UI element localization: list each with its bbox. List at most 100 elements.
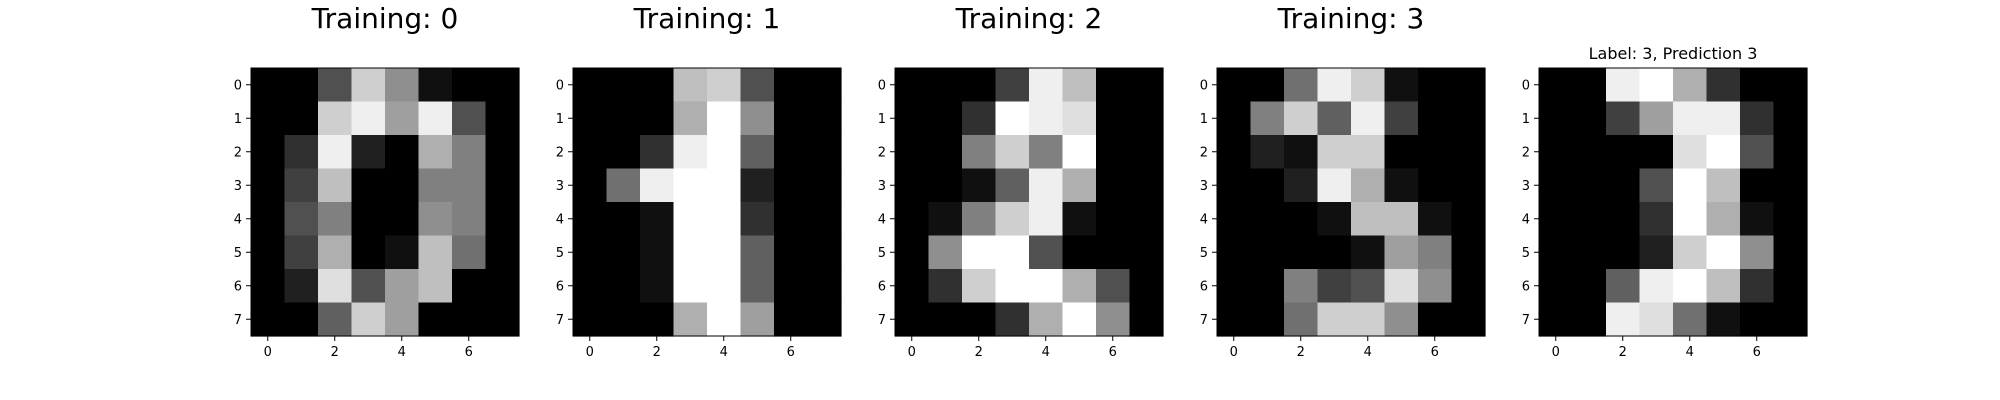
pixel-cell: [284, 202, 319, 237]
pixel-cell: [1129, 202, 1164, 237]
pixel-cell: [1418, 269, 1453, 304]
pixel-cell: [1539, 235, 1574, 270]
pixel-cell: [1351, 302, 1386, 337]
pixel-cell: [1740, 135, 1775, 170]
pixel-cell: [1673, 101, 1708, 136]
pixel-cell: [251, 101, 286, 136]
panel-title: Label: 3, Prediction 3: [1589, 44, 1758, 63]
x-tick-label: 4: [1364, 345, 1372, 360]
pixel-cell: [1539, 269, 1574, 304]
pixel-cell: [418, 101, 453, 136]
y-tick-label: 6: [1522, 279, 1530, 294]
pixel-cell: [895, 202, 930, 237]
pixel-cell: [1418, 235, 1453, 270]
pixel-cell: [1384, 235, 1419, 270]
pixel-cell: [1284, 135, 1319, 170]
x-tick-label: 2: [1619, 345, 1627, 360]
x-tick-label: 4: [1686, 345, 1694, 360]
y-tick-label: 0: [878, 78, 886, 93]
pixel-cell: [1418, 68, 1453, 103]
y-tick-label: 1: [556, 112, 564, 127]
pixel-cell: [284, 302, 319, 337]
pixel-cell: [640, 202, 675, 237]
y-tick-label: 2: [1200, 145, 1208, 160]
pixel-cell: [1740, 235, 1775, 270]
pixel-cell: [1451, 302, 1486, 337]
pixel-cell: [1062, 235, 1097, 270]
pixel-cell: [1029, 68, 1064, 103]
pixel-cell: [351, 269, 386, 304]
pixel-cell: [1572, 135, 1607, 170]
pixel-cell: [673, 202, 708, 237]
pixel-cell: [1673, 135, 1708, 170]
y-tick-label: 7: [234, 313, 242, 328]
pixel-cell: [351, 135, 386, 170]
pixel-cell: [1029, 168, 1064, 203]
pixel-cell: [251, 135, 286, 170]
pixel-cell: [485, 168, 520, 203]
pixel-cell: [1029, 101, 1064, 136]
pixel-cell: [807, 235, 842, 270]
pixel-cell: [1062, 202, 1097, 237]
x-tick-label: 6: [1753, 345, 1761, 360]
x-tick-label: 0: [1230, 345, 1238, 360]
y-tick-label: 5: [1200, 246, 1208, 261]
pixel-cell: [1317, 302, 1352, 337]
pixel-cell: [1096, 101, 1131, 136]
panel-training-1: Training: 1 0 1 2 3 4 5 6 7 0 2 4 6: [556, 2, 842, 360]
pixel-cell: [1029, 269, 1064, 304]
pixel-cell: [895, 235, 930, 270]
pixel-cell: [774, 168, 809, 203]
pixel-cell: [774, 68, 809, 103]
pixel-cell: [1773, 135, 1808, 170]
pixel-cell: [318, 68, 353, 103]
pixel-cell: [707, 235, 742, 270]
pixel-cell: [1539, 168, 1574, 203]
pixel-cell: [1129, 101, 1164, 136]
pixel-cell: [774, 101, 809, 136]
pixel-cell: [1250, 302, 1285, 337]
pixel-cell: [774, 302, 809, 337]
pixel-cell: [1673, 269, 1708, 304]
pixel-cell: [452, 101, 487, 136]
pixel-cell: [1451, 202, 1486, 237]
pixel-cell: [485, 68, 520, 103]
pixel-cell: [928, 135, 963, 170]
pixel-cell: [1317, 168, 1352, 203]
pixel-cell: [318, 202, 353, 237]
pixel-cell: [1096, 135, 1131, 170]
pixel-cell: [1572, 168, 1607, 203]
pixel-cell: [895, 68, 930, 103]
pixel-cell: [1284, 235, 1319, 270]
pixel-cell: [1606, 168, 1641, 203]
pixel-cell: [351, 302, 386, 337]
pixel-cell: [1096, 202, 1131, 237]
axis-frame: [1538, 67, 1808, 337]
y-tick-label: 6: [556, 279, 564, 294]
pixel-cell: [1706, 235, 1741, 270]
pixel-cell: [318, 269, 353, 304]
pixel-cell: [962, 235, 997, 270]
pixel-cell: [318, 135, 353, 170]
pixel-cell: [1418, 168, 1453, 203]
pixel-cell: [1606, 101, 1641, 136]
pixel-cell: [418, 68, 453, 103]
pixel-cell: [1451, 135, 1486, 170]
y-tick-label: 2: [1522, 145, 1530, 160]
pixel-cell: [452, 68, 487, 103]
pixel-cell: [1451, 168, 1486, 203]
pixel-cell: [1606, 302, 1641, 337]
pixel-cell: [1418, 101, 1453, 136]
panel-training-2: Training: 2 0 1 2 3 4 5 6 7 0 2 4 6: [878, 2, 1164, 360]
pixel-cell: [452, 168, 487, 203]
pixel-cell: [1639, 269, 1674, 304]
pixel-cell: [1418, 202, 1453, 237]
y-tick-label: 0: [556, 78, 564, 93]
pixel-cell: [1673, 202, 1708, 237]
pixel-cell: [1706, 101, 1741, 136]
pixel-cell: [1773, 235, 1808, 270]
x-tick-label: 0: [1552, 345, 1560, 360]
x-tick-label: 6: [1109, 345, 1117, 360]
pixel-cell: [673, 269, 708, 304]
y-tick-label: 4: [1522, 212, 1530, 227]
